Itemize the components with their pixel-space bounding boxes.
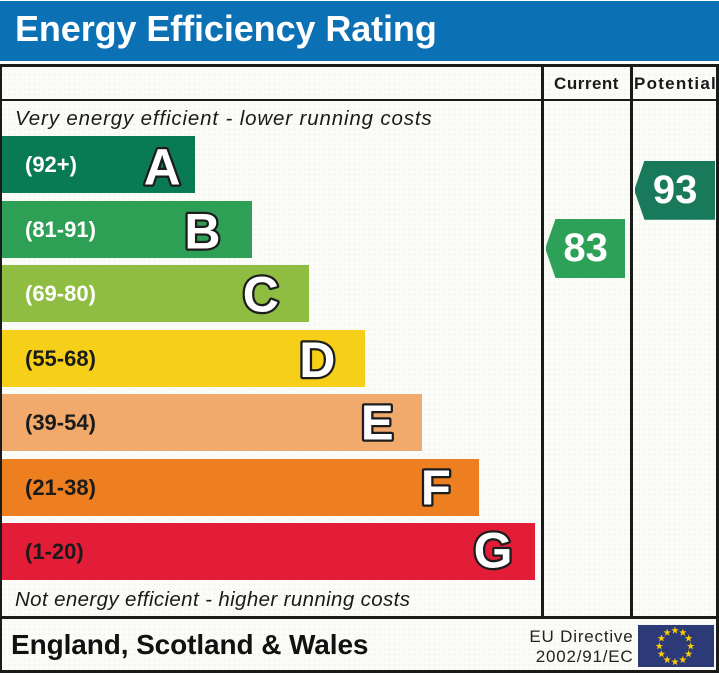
svg-text:E: E	[361, 397, 394, 451]
svg-text:D: D	[299, 332, 335, 388]
svg-text:G: G	[474, 523, 513, 579]
svg-text:B: B	[184, 204, 220, 260]
svg-text:F: F	[421, 462, 451, 516]
svg-text:C: C	[243, 267, 279, 323]
svg-text:A: A	[144, 139, 181, 196]
